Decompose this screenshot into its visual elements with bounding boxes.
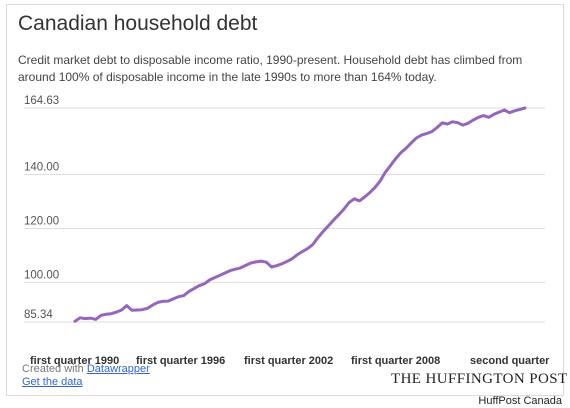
series-line [73, 106, 527, 323]
y-tick-label: 140.00 [24, 161, 59, 173]
y-tick-label: 100.00 [24, 269, 59, 281]
y-tick-label: 164.63 [24, 95, 59, 107]
x-tick-label: first quarter 2002 [244, 355, 333, 367]
y-tick-label: 120.00 [24, 215, 59, 227]
chart-title: Canadian household debt [18, 12, 258, 35]
credit-block: Created with Datawrapper Get the data [22, 363, 150, 389]
y-tick-label: 85.34 [24, 309, 53, 321]
footer-credit: HuffPost Canada [478, 395, 562, 407]
x-tick-label: first quarter 1990 [30, 355, 119, 367]
datawrapper-link[interactable]: Datawrapper [86, 363, 150, 375]
chart-card [6, 4, 564, 396]
x-tick-label: first quarter 1996 [136, 355, 225, 367]
get-the-data-link[interactable]: Get the data [22, 376, 83, 388]
chart-subtitle: Credit market debt to disposable income … [18, 53, 523, 84]
x-tick-label: second quarter [470, 355, 550, 367]
huffington-post-logo: THE HUFFINGTON POST [391, 371, 568, 387]
x-tick-label: first quarter 2008 [351, 355, 440, 367]
created-with-text: Created with [22, 363, 84, 375]
